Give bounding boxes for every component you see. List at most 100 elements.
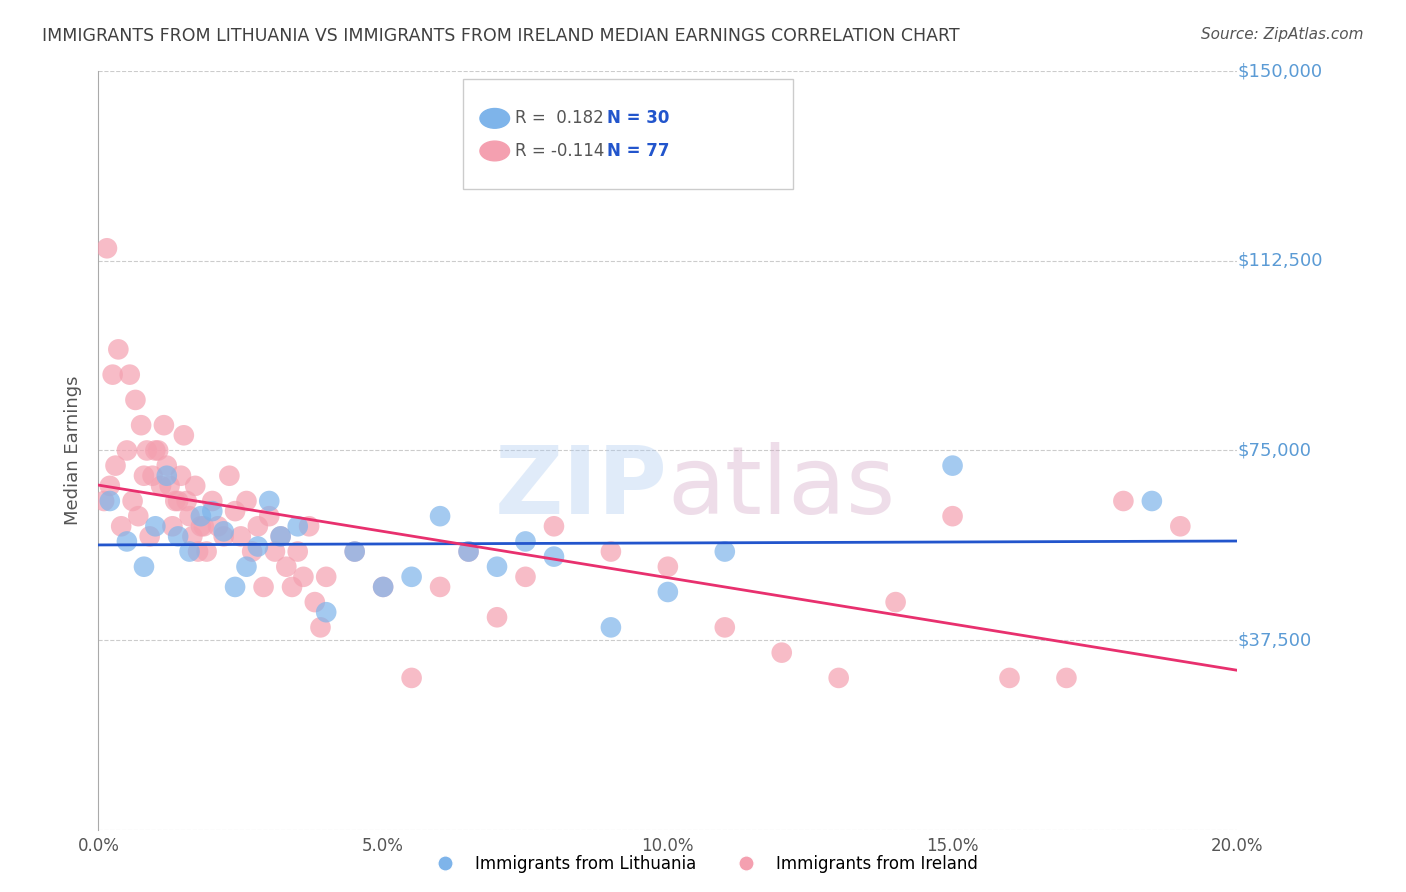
Point — [240, 544, 263, 558]
Point — [121, 494, 143, 508]
Legend: Immigrants from Lithuania, Immigrants from Ireland: Immigrants from Lithuania, Immigrants fr… — [422, 848, 984, 880]
Point — [304, 595, 326, 609]
Point — [457, 544, 479, 558]
Point — [1056, 671, 1078, 685]
Circle shape — [479, 109, 509, 128]
Point — [153, 418, 176, 433]
Text: IMMIGRANTS FROM LITHUANIA VS IMMIGRANTS FROM IRELAND MEDIAN EARNINGS CORRELATION: IMMIGRANTS FROM LITHUANIA VS IMMIGRANTS … — [42, 27, 960, 45]
Point — [190, 519, 212, 533]
Point — [235, 494, 257, 508]
Point — [298, 519, 321, 533]
Point — [884, 595, 907, 609]
Point — [201, 504, 224, 518]
Circle shape — [479, 141, 509, 161]
Point — [162, 519, 184, 533]
Text: $112,500: $112,500 — [1237, 252, 1323, 270]
Point — [167, 529, 190, 543]
Point — [270, 529, 292, 543]
Point — [173, 428, 195, 442]
Point — [167, 494, 190, 508]
Point — [1112, 494, 1135, 508]
Point — [207, 519, 229, 533]
Point — [193, 519, 215, 533]
Point — [132, 559, 155, 574]
Text: ZIP: ZIP — [495, 442, 668, 534]
Point — [127, 509, 149, 524]
Point — [281, 580, 304, 594]
Point — [371, 580, 394, 594]
Point — [1170, 519, 1192, 533]
Point — [600, 620, 623, 634]
Point — [110, 519, 132, 533]
Text: atlas: atlas — [668, 442, 896, 534]
Point — [371, 580, 394, 594]
Point — [156, 458, 179, 473]
Text: $150,000: $150,000 — [1237, 62, 1323, 80]
Point — [252, 580, 274, 594]
Point — [486, 610, 509, 624]
Text: N = 30: N = 30 — [607, 110, 669, 128]
Text: N = 77: N = 77 — [607, 142, 671, 160]
Point — [176, 494, 198, 508]
Point — [212, 524, 235, 539]
Point — [93, 494, 115, 508]
Point — [828, 671, 851, 685]
Text: $75,000: $75,000 — [1237, 442, 1312, 459]
Point — [457, 544, 479, 558]
Point — [115, 443, 138, 458]
Point — [287, 544, 309, 558]
Text: Source: ZipAtlas.com: Source: ZipAtlas.com — [1201, 27, 1364, 42]
Point — [714, 620, 737, 634]
Point — [96, 241, 118, 255]
Point — [998, 671, 1021, 685]
Text: R =  0.182: R = 0.182 — [515, 110, 605, 128]
Point — [714, 544, 737, 558]
Text: R = -0.114: R = -0.114 — [515, 142, 605, 160]
Point — [1140, 494, 1163, 508]
Point — [195, 544, 218, 558]
Y-axis label: Median Earnings: Median Earnings — [65, 376, 83, 525]
Point — [515, 570, 537, 584]
Point — [181, 529, 204, 543]
Point — [124, 392, 146, 407]
Point — [401, 671, 423, 685]
Point — [264, 544, 287, 558]
Point — [129, 418, 152, 433]
Point — [138, 529, 160, 543]
Point — [401, 570, 423, 584]
Point — [201, 494, 224, 508]
Point — [118, 368, 141, 382]
Point — [235, 559, 257, 574]
Point — [543, 549, 565, 564]
Point — [259, 509, 281, 524]
Point — [246, 540, 269, 554]
Point — [104, 458, 127, 473]
Point — [145, 443, 167, 458]
Point — [315, 570, 337, 584]
Point — [145, 519, 167, 533]
Point — [315, 605, 337, 619]
Point — [165, 494, 187, 508]
Point — [218, 468, 240, 483]
Point — [170, 468, 193, 483]
Point — [150, 479, 173, 493]
FancyBboxPatch shape — [463, 79, 793, 189]
Point — [942, 458, 965, 473]
Point — [343, 544, 366, 558]
Text: $37,500: $37,500 — [1237, 631, 1312, 649]
Point — [343, 544, 366, 558]
Point — [246, 519, 269, 533]
Point — [229, 529, 252, 543]
Point — [101, 368, 124, 382]
Point — [270, 529, 292, 543]
Point — [770, 646, 793, 660]
Point — [259, 494, 281, 508]
Point — [486, 559, 509, 574]
Point — [98, 494, 121, 508]
Point — [600, 544, 623, 558]
Point — [184, 479, 207, 493]
Point — [187, 544, 209, 558]
Point — [224, 580, 246, 594]
Point — [224, 504, 246, 518]
Point — [276, 559, 298, 574]
